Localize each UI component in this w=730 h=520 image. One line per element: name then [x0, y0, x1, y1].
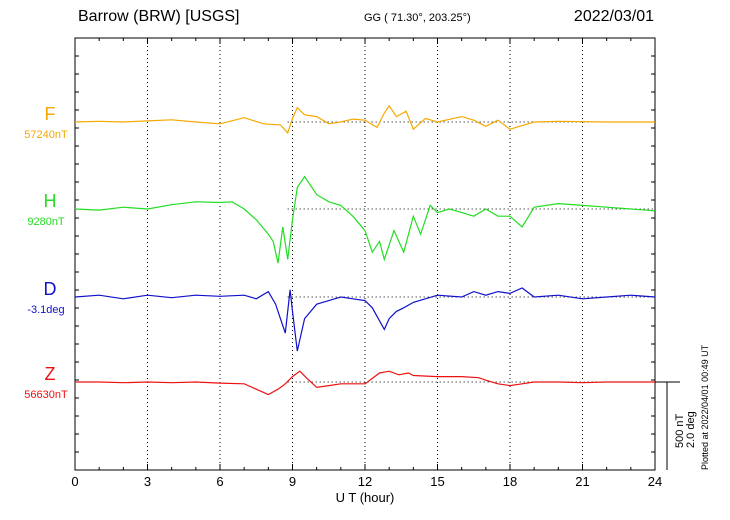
x-tick-label: 12 [358, 474, 372, 489]
x-axis-label: U T (hour) [336, 490, 395, 505]
series-line-h [74, 175, 656, 264]
x-ticks: 0 3 6 9 12 15 18 21 24 [71, 37, 662, 489]
series-name-h: H [44, 191, 57, 211]
x-tick-label: 9 [289, 474, 296, 489]
x-tick-label: 21 [575, 474, 589, 489]
coordinates-label: GG ( 71.30°, 203.25°) [364, 12, 471, 24]
x-tick-label: 3 [144, 474, 151, 489]
scale-label-deg: 2.0 deg [685, 411, 697, 448]
series-line-z [75, 370, 655, 396]
x-tick-label: 24 [648, 474, 662, 489]
series-name-z: Z [45, 364, 56, 384]
series-name-d: D [44, 279, 57, 299]
date-label: 2022/03/01 [573, 8, 654, 25]
x-tick-label: 0 [71, 474, 78, 489]
series-name-f: F [45, 104, 56, 124]
grid [147, 38, 583, 470]
x-tick-label: 18 [503, 474, 517, 489]
baselines [287, 121, 655, 383]
scale-label-nt: 500 nT [674, 413, 686, 448]
scale-bar: 500 nT 2.0 deg [655, 381, 697, 470]
x-tick-label: 15 [430, 474, 444, 489]
x-tick-label: 6 [216, 474, 223, 489]
series-group: F 57240nT H 9280nT D -3.1deg Z 56630nT [24, 104, 656, 401]
series-baseline-label-z: 56630nT [24, 389, 68, 401]
series-baseline-label-d: -3.1deg [27, 304, 64, 316]
series-line-d [74, 287, 656, 352]
station-title: Barrow (BRW) [USGS] [78, 8, 240, 25]
series-baseline-label-h: 9280nT [27, 216, 65, 228]
series-baseline-label-f: 57240nT [24, 129, 68, 141]
series-line-f [74, 104, 655, 134]
